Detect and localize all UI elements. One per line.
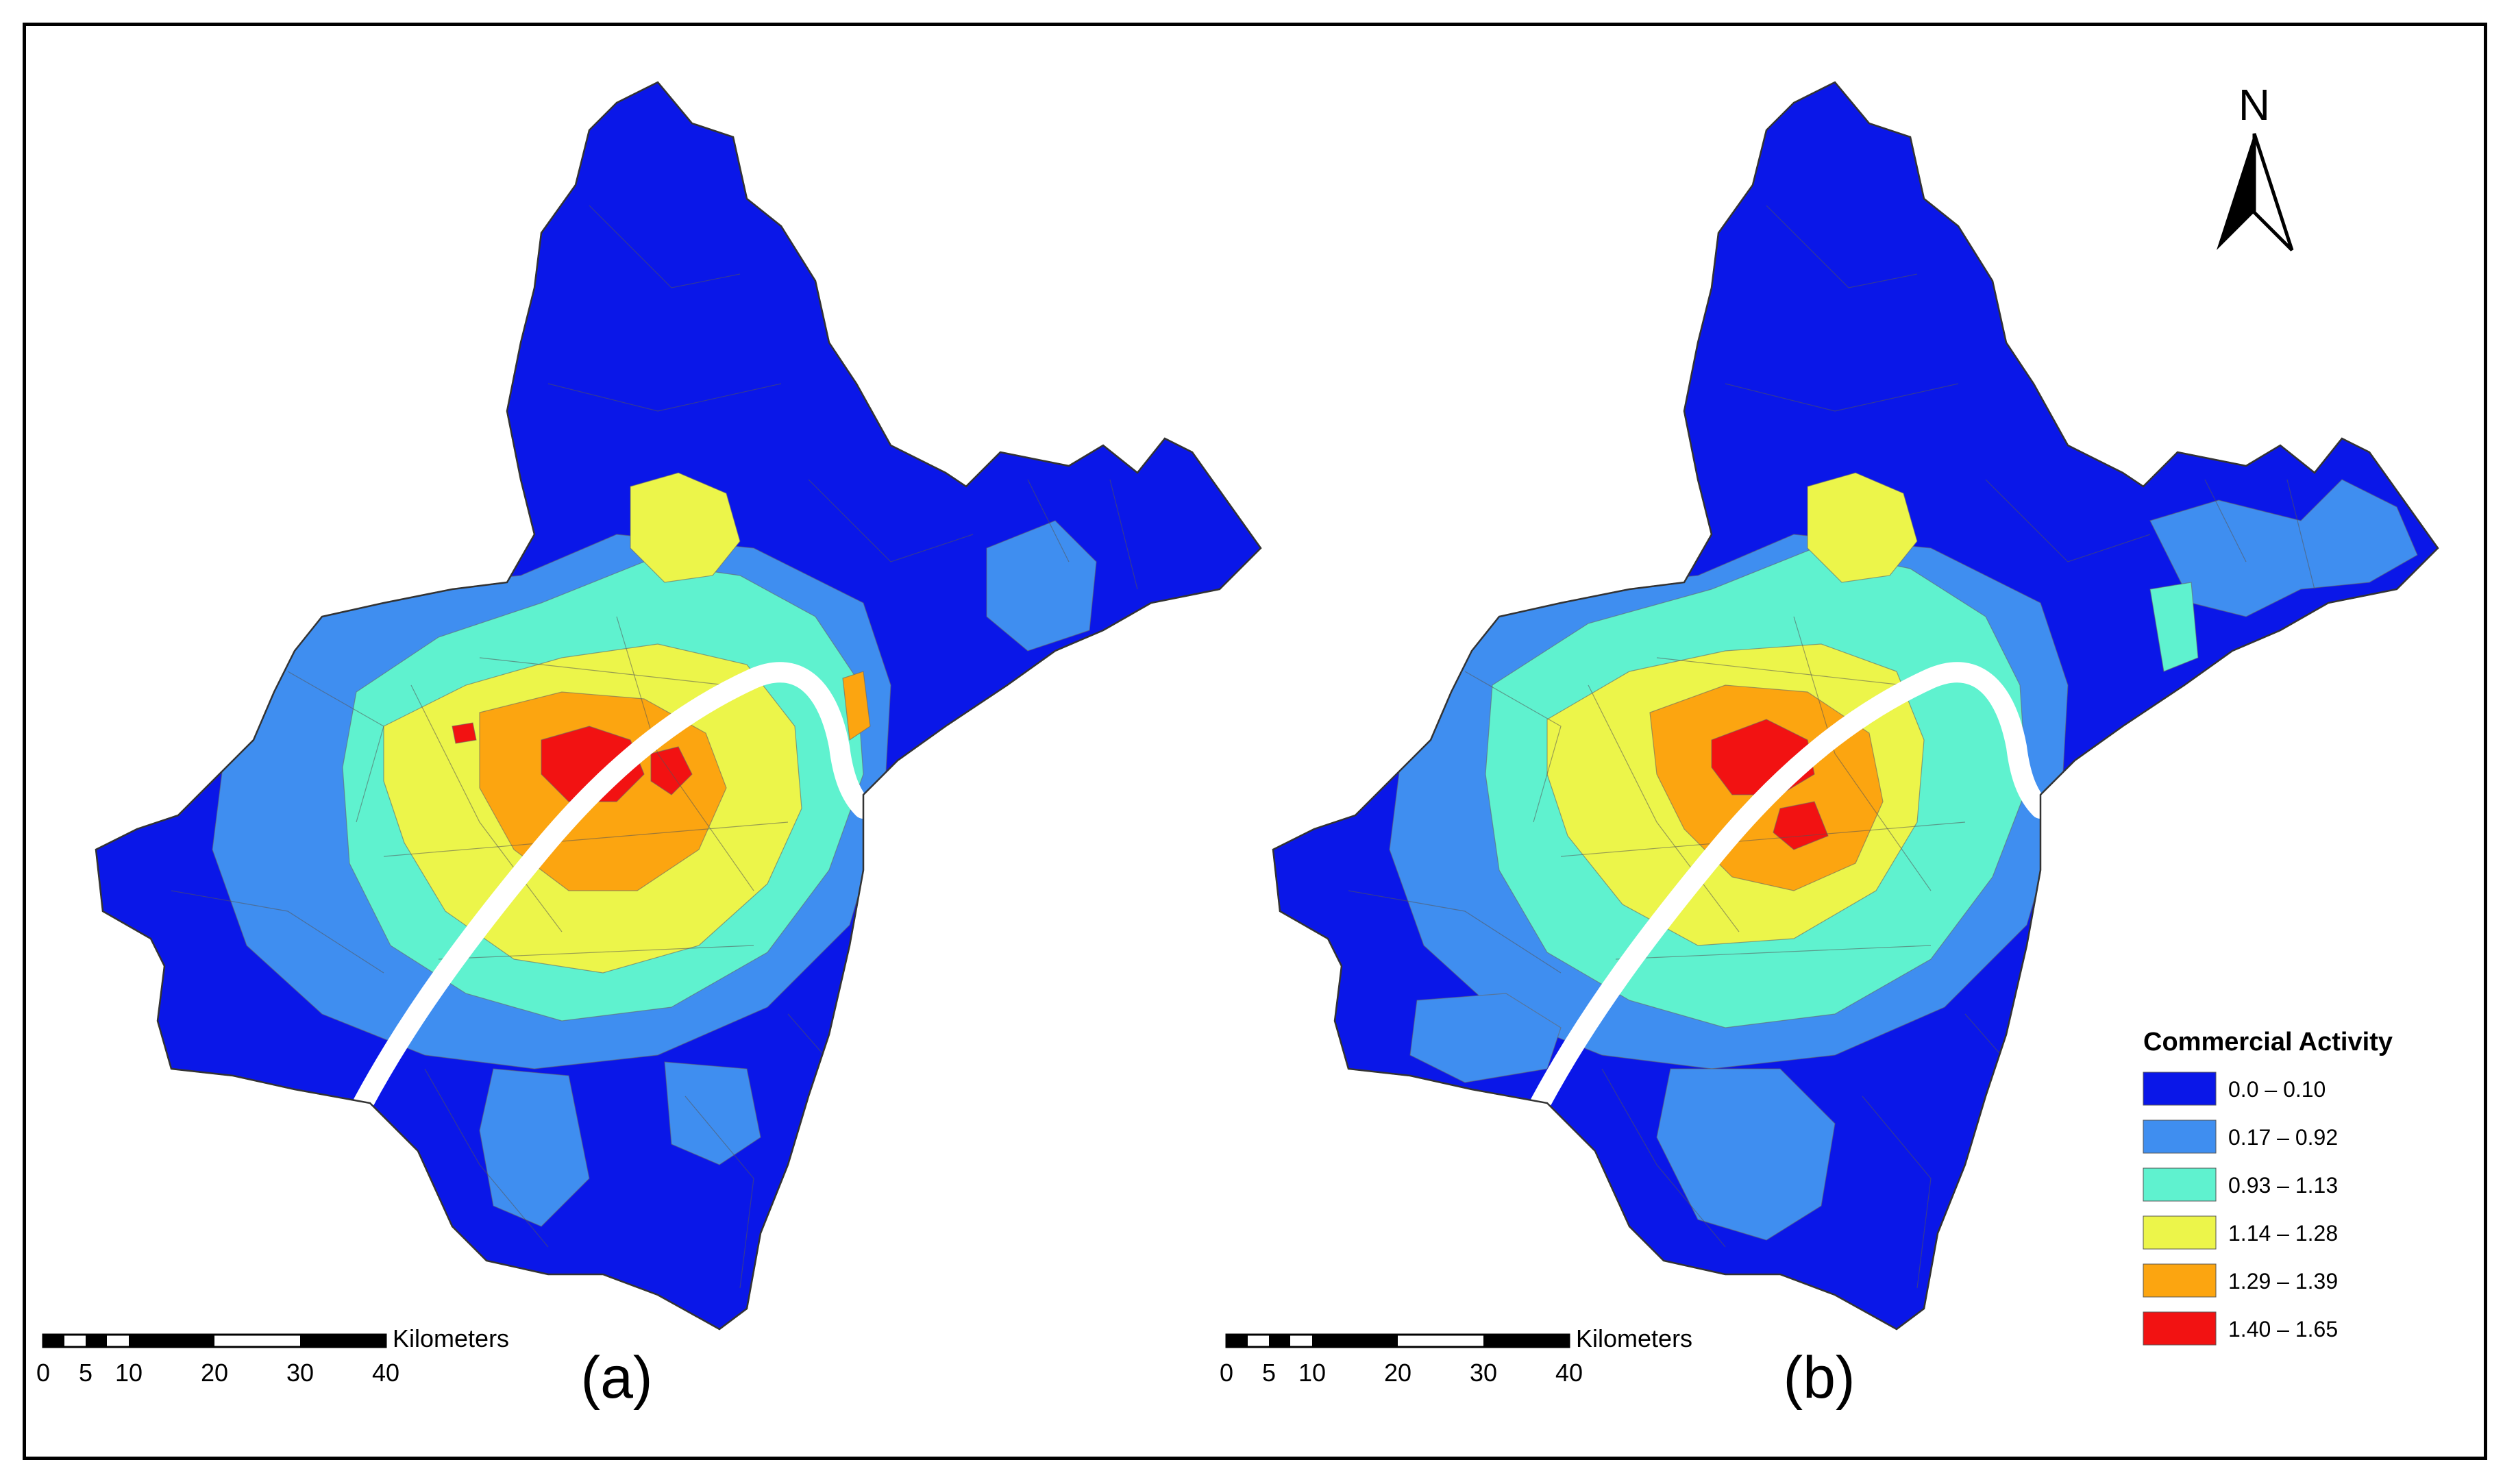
legend-label-0: 0.0 – 0.10 [2228, 1077, 2326, 1102]
figure-border [23, 23, 2487, 1460]
scale-tick-5: 5 [1262, 1359, 1276, 1387]
legend-swatch-1 [2143, 1120, 2217, 1154]
north-arrow-right-half [2252, 133, 2294, 251]
region-class-5 [452, 722, 477, 744]
scale-tick-10: 10 [115, 1359, 143, 1387]
region-class-1 [2149, 479, 2418, 617]
scale-tick-40: 40 [1555, 1359, 1583, 1387]
legend-label-4: 1.29 – 1.39 [2228, 1269, 2338, 1294]
region-class-2 [2149, 582, 2199, 672]
region-class-1 [1409, 993, 1562, 1083]
scale-tick-30: 30 [286, 1359, 314, 1387]
north-arrow: N [2217, 80, 2294, 251]
legend-swatch-2 [2143, 1167, 2217, 1202]
map-panel-a [95, 81, 1262, 1331]
legend-label-2: 0.93 – 1.13 [2228, 1173, 2338, 1198]
legend-label-3: 1.14 – 1.28 [2228, 1221, 2338, 1246]
scale-bar-b: Kilometers 0 5 10 20 30 40 [1220, 1324, 1692, 1387]
legend-swatch-4 [2143, 1263, 2217, 1298]
region-class-1 [1656, 1068, 1836, 1241]
north-arrow-left-half [2217, 134, 2254, 250]
district-boundaries [1348, 205, 2315, 1289]
panel-label-a: (a) [580, 1345, 652, 1411]
legend-swatch-0 [2143, 1072, 2217, 1106]
scale-tick-40: 40 [372, 1359, 399, 1387]
scale-tick-20: 20 [201, 1359, 228, 1387]
legend-swatch-3 [2143, 1215, 2217, 1250]
panel-label-b: (b) [1783, 1345, 1855, 1411]
river [353, 662, 874, 1113]
legend-swatch-5 [2143, 1311, 2217, 1346]
region-class-3 [1807, 472, 1918, 583]
river [1530, 662, 2051, 1113]
scale-tick-20: 20 [1384, 1359, 1411, 1387]
scale-tick-10: 10 [1298, 1359, 1326, 1387]
region-class-1 [479, 1068, 590, 1227]
region-class-1 [986, 520, 1097, 652]
scale-tick-0: 0 [1220, 1359, 1233, 1387]
map-panel-b [1272, 81, 2439, 1331]
scale-tick-0: 0 [36, 1359, 50, 1387]
legend: Commercial Activity 0.0 – 0.10 0.17 – 0.9… [2143, 1028, 2393, 1346]
district-boundaries [171, 205, 1138, 1289]
scale-tick-30: 30 [1470, 1359, 1497, 1387]
region-class-4 [842, 671, 871, 741]
north-arrow-letter: N [2238, 80, 2270, 129]
scale-bar-unit: Kilometers [393, 1324, 509, 1352]
region-class-5 [541, 726, 645, 802]
legend-label-5: 1.40 – 1.65 [2228, 1317, 2338, 1341]
region-class-5 [2162, 726, 2195, 768]
scale-bar-a: Kilometers 0 5 10 20 30 40 [36, 1324, 509, 1387]
scale-bar-unit: Kilometers [1576, 1324, 1692, 1352]
region-class-1 [664, 1061, 761, 1165]
legend-title: Commercial Activity [2143, 1028, 2393, 1056]
scale-tick-5: 5 [79, 1359, 92, 1387]
legend-label-1: 0.17 – 0.92 [2228, 1125, 2338, 1150]
region-class-3 [630, 472, 741, 583]
